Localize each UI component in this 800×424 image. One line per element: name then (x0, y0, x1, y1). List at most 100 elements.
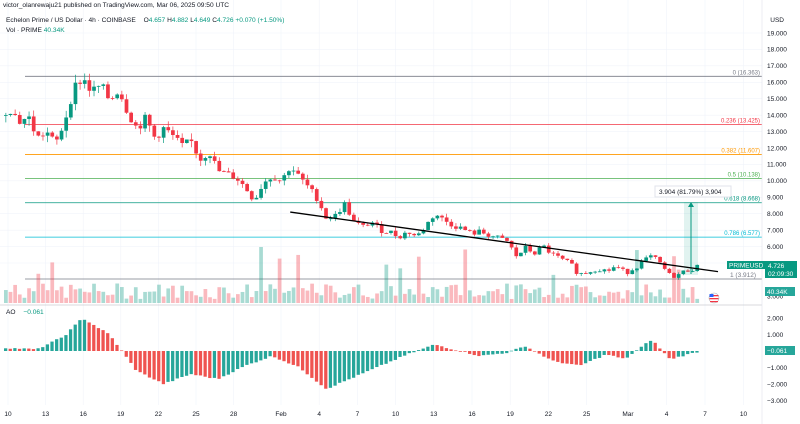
volume-legend[interactable]: Vol · PRIME 40.34K (6, 27, 65, 34)
volume-bar (676, 269, 681, 303)
candle-body (560, 255, 565, 259)
volume-bar (231, 297, 236, 303)
candle-body (426, 221, 430, 230)
ao-bar (157, 351, 161, 382)
volume-bar (217, 287, 222, 303)
volume-bar (495, 289, 500, 303)
ao-bar (129, 351, 133, 363)
ao-bar (189, 351, 193, 375)
candlesticks (4, 73, 700, 280)
ao-bar (565, 351, 569, 364)
candle-body (393, 230, 398, 237)
ao-bar (8, 348, 12, 351)
volume-bar (365, 296, 370, 303)
ao-bar (375, 351, 379, 368)
ao-bar (486, 351, 490, 355)
volume-bar (180, 285, 185, 303)
candle-body (314, 189, 319, 201)
volume-bar (514, 285, 519, 303)
volume-bar (13, 284, 17, 303)
ao-bar (588, 351, 592, 361)
ao-bar (55, 339, 59, 351)
time-tick: 16 (80, 411, 88, 418)
volume-bar (277, 258, 282, 303)
volume-bar (444, 286, 449, 303)
candle-body (593, 271, 597, 273)
candle-body (542, 245, 546, 248)
volume-bar (658, 289, 662, 303)
ao-bar (208, 351, 212, 379)
ao-bar (444, 348, 449, 351)
volume-bar (407, 289, 412, 303)
ao-bar (45, 344, 50, 351)
candle-body (106, 84, 110, 99)
volume-bar (398, 268, 403, 303)
candle-body (648, 255, 653, 258)
ao-bar (180, 351, 184, 377)
ao-bar (124, 351, 128, 357)
ao-bar (509, 350, 514, 352)
candle-body (73, 82, 78, 105)
ao-bar (560, 351, 565, 364)
candle-body (342, 202, 347, 213)
volume-label: Vol · PRIME (6, 27, 42, 34)
volume-bar (416, 256, 421, 303)
candle-body (161, 127, 166, 138)
candle-body (672, 272, 676, 278)
volume-bar (314, 292, 319, 303)
ao-bar (50, 341, 54, 351)
price-tick: 14.000 (767, 112, 787, 119)
volume-bar (73, 289, 78, 303)
fib-label: 0.382 (11.607) (721, 148, 760, 154)
ao-bar (352, 351, 356, 378)
candle-body (551, 252, 556, 254)
ao-legend[interactable]: AO −0.061 (6, 309, 44, 316)
candle-body (458, 226, 463, 229)
ao-bar (542, 351, 546, 357)
ao-bar (296, 351, 300, 367)
ao-bar (556, 351, 560, 362)
candle-body (180, 137, 185, 144)
ao-bar (59, 337, 63, 351)
time-axis[interactable]: 10 13 16 19 22 25 28 Feb 4 7 10 13 16 19 22 25 Mar 4 7 10 (4, 411, 747, 418)
ao-bar (120, 350, 124, 352)
ao-axis[interactable]: 2.000 1.000 −1.000 −2.000 −3.000 (767, 315, 787, 405)
ao-bar (468, 351, 472, 354)
time-tick: Mar (622, 411, 634, 418)
candle-body (389, 230, 393, 233)
candle-body (565, 258, 570, 260)
open-label: O (143, 17, 149, 24)
volume-bar (361, 295, 365, 303)
ao-bar (231, 351, 235, 373)
ao-bar (458, 351, 462, 352)
candle-body (143, 114, 147, 129)
price-axis[interactable]: 19.000 18.000 17.000 16.000 15.000 14.000 13.0… (767, 30, 787, 300)
ao-bar (166, 351, 170, 382)
ao-bar (305, 351, 309, 375)
symbol-legend[interactable]: Echelon Prime / US Dollar · 4h · COINBAS… (6, 17, 284, 24)
volume-bar (597, 295, 602, 303)
volume-bar (240, 291, 245, 303)
ao-bar (328, 351, 333, 388)
volume-bar (630, 292, 635, 303)
trendline[interactable] (290, 211, 719, 273)
time-tick: 10 (4, 411, 12, 418)
ao-bar (361, 351, 365, 374)
ao-bar (17, 348, 22, 351)
price-tick: 10.000 (767, 178, 787, 185)
candle-body (630, 270, 635, 275)
us-flag-icon[interactable] (708, 292, 720, 304)
candle-body (92, 86, 96, 91)
fibonacci-retracement[interactable]: 0 (16.363) 0.236 (13.425) 0.382 (11.607) 0.… (25, 70, 762, 280)
candle-body (68, 104, 73, 118)
price-range-measure[interactable]: 3.904 (81.79%) 3,904 (654, 185, 732, 275)
volume-bar (695, 298, 700, 303)
volume-bar (421, 293, 426, 303)
ao-bar (644, 343, 648, 351)
candle-body (157, 136, 161, 138)
time-tick: 7 (703, 411, 707, 418)
candle-body (616, 267, 621, 269)
volume-bar (254, 291, 259, 303)
candle-body (398, 236, 403, 239)
